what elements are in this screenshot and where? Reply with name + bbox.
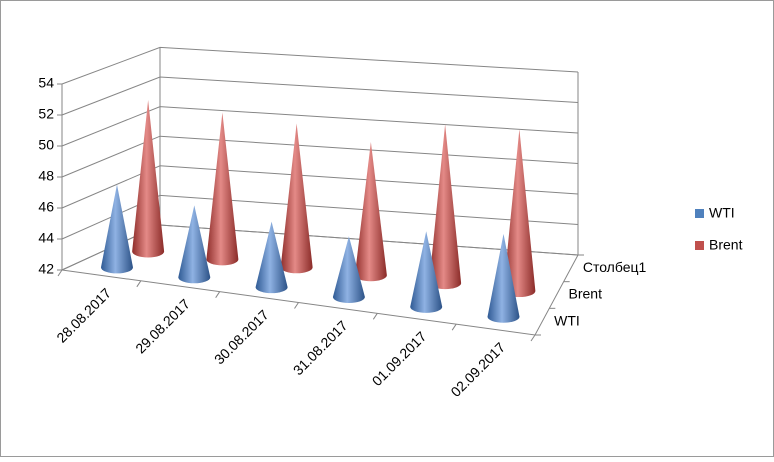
grid-line (61, 135, 579, 178)
cone (503, 129, 536, 298)
cone-body (429, 124, 462, 290)
legend-swatch (695, 241, 704, 250)
z-tick-label: Brent (569, 286, 603, 302)
cone-body (332, 236, 365, 304)
cone-body (354, 142, 387, 282)
grid-line (61, 165, 579, 209)
legend-label: WTI (709, 205, 735, 221)
x-tick (294, 302, 299, 309)
x-tick (215, 291, 221, 298)
y-tick-label: 42 (38, 261, 54, 277)
x-tick (530, 334, 536, 342)
z-tick-label: Столбец1 (583, 259, 647, 275)
z-tick-label: WTI (554, 312, 580, 328)
cone-body (132, 99, 165, 258)
y-tick-label: 46 (38, 199, 54, 215)
y-tick-label: 48 (38, 168, 54, 184)
cone-body (178, 205, 211, 284)
cone (206, 112, 239, 266)
cone (410, 231, 443, 313)
grid-line (61, 46, 579, 85)
legend-label: Brent (709, 237, 743, 253)
y-tick-label: 54 (38, 75, 54, 91)
x-tick (372, 313, 378, 320)
cone (132, 99, 165, 258)
legend-swatch (695, 209, 704, 218)
grid-line (61, 106, 579, 147)
cone (332, 236, 365, 304)
grid-line (61, 76, 579, 116)
cone (178, 205, 211, 284)
x-tick (451, 323, 457, 331)
cone (354, 142, 387, 282)
cone (255, 221, 288, 294)
cone (280, 123, 313, 274)
x-tick (57, 269, 63, 277)
legend: WTI Brent (695, 205, 743, 253)
cone-body (280, 123, 313, 274)
cone-body (100, 184, 133, 274)
x-tick (136, 280, 142, 288)
cone-body (255, 221, 288, 294)
cone (429, 124, 462, 290)
y-tick-label: 44 (38, 230, 54, 246)
cone-body (206, 112, 239, 266)
y-tick-label: 50 (38, 137, 54, 153)
cone (100, 184, 133, 274)
cone-body (410, 231, 443, 313)
y-tick-label: 52 (38, 106, 54, 122)
cone-body (487, 233, 520, 323)
cone (487, 233, 520, 323)
cone-body (503, 129, 536, 298)
